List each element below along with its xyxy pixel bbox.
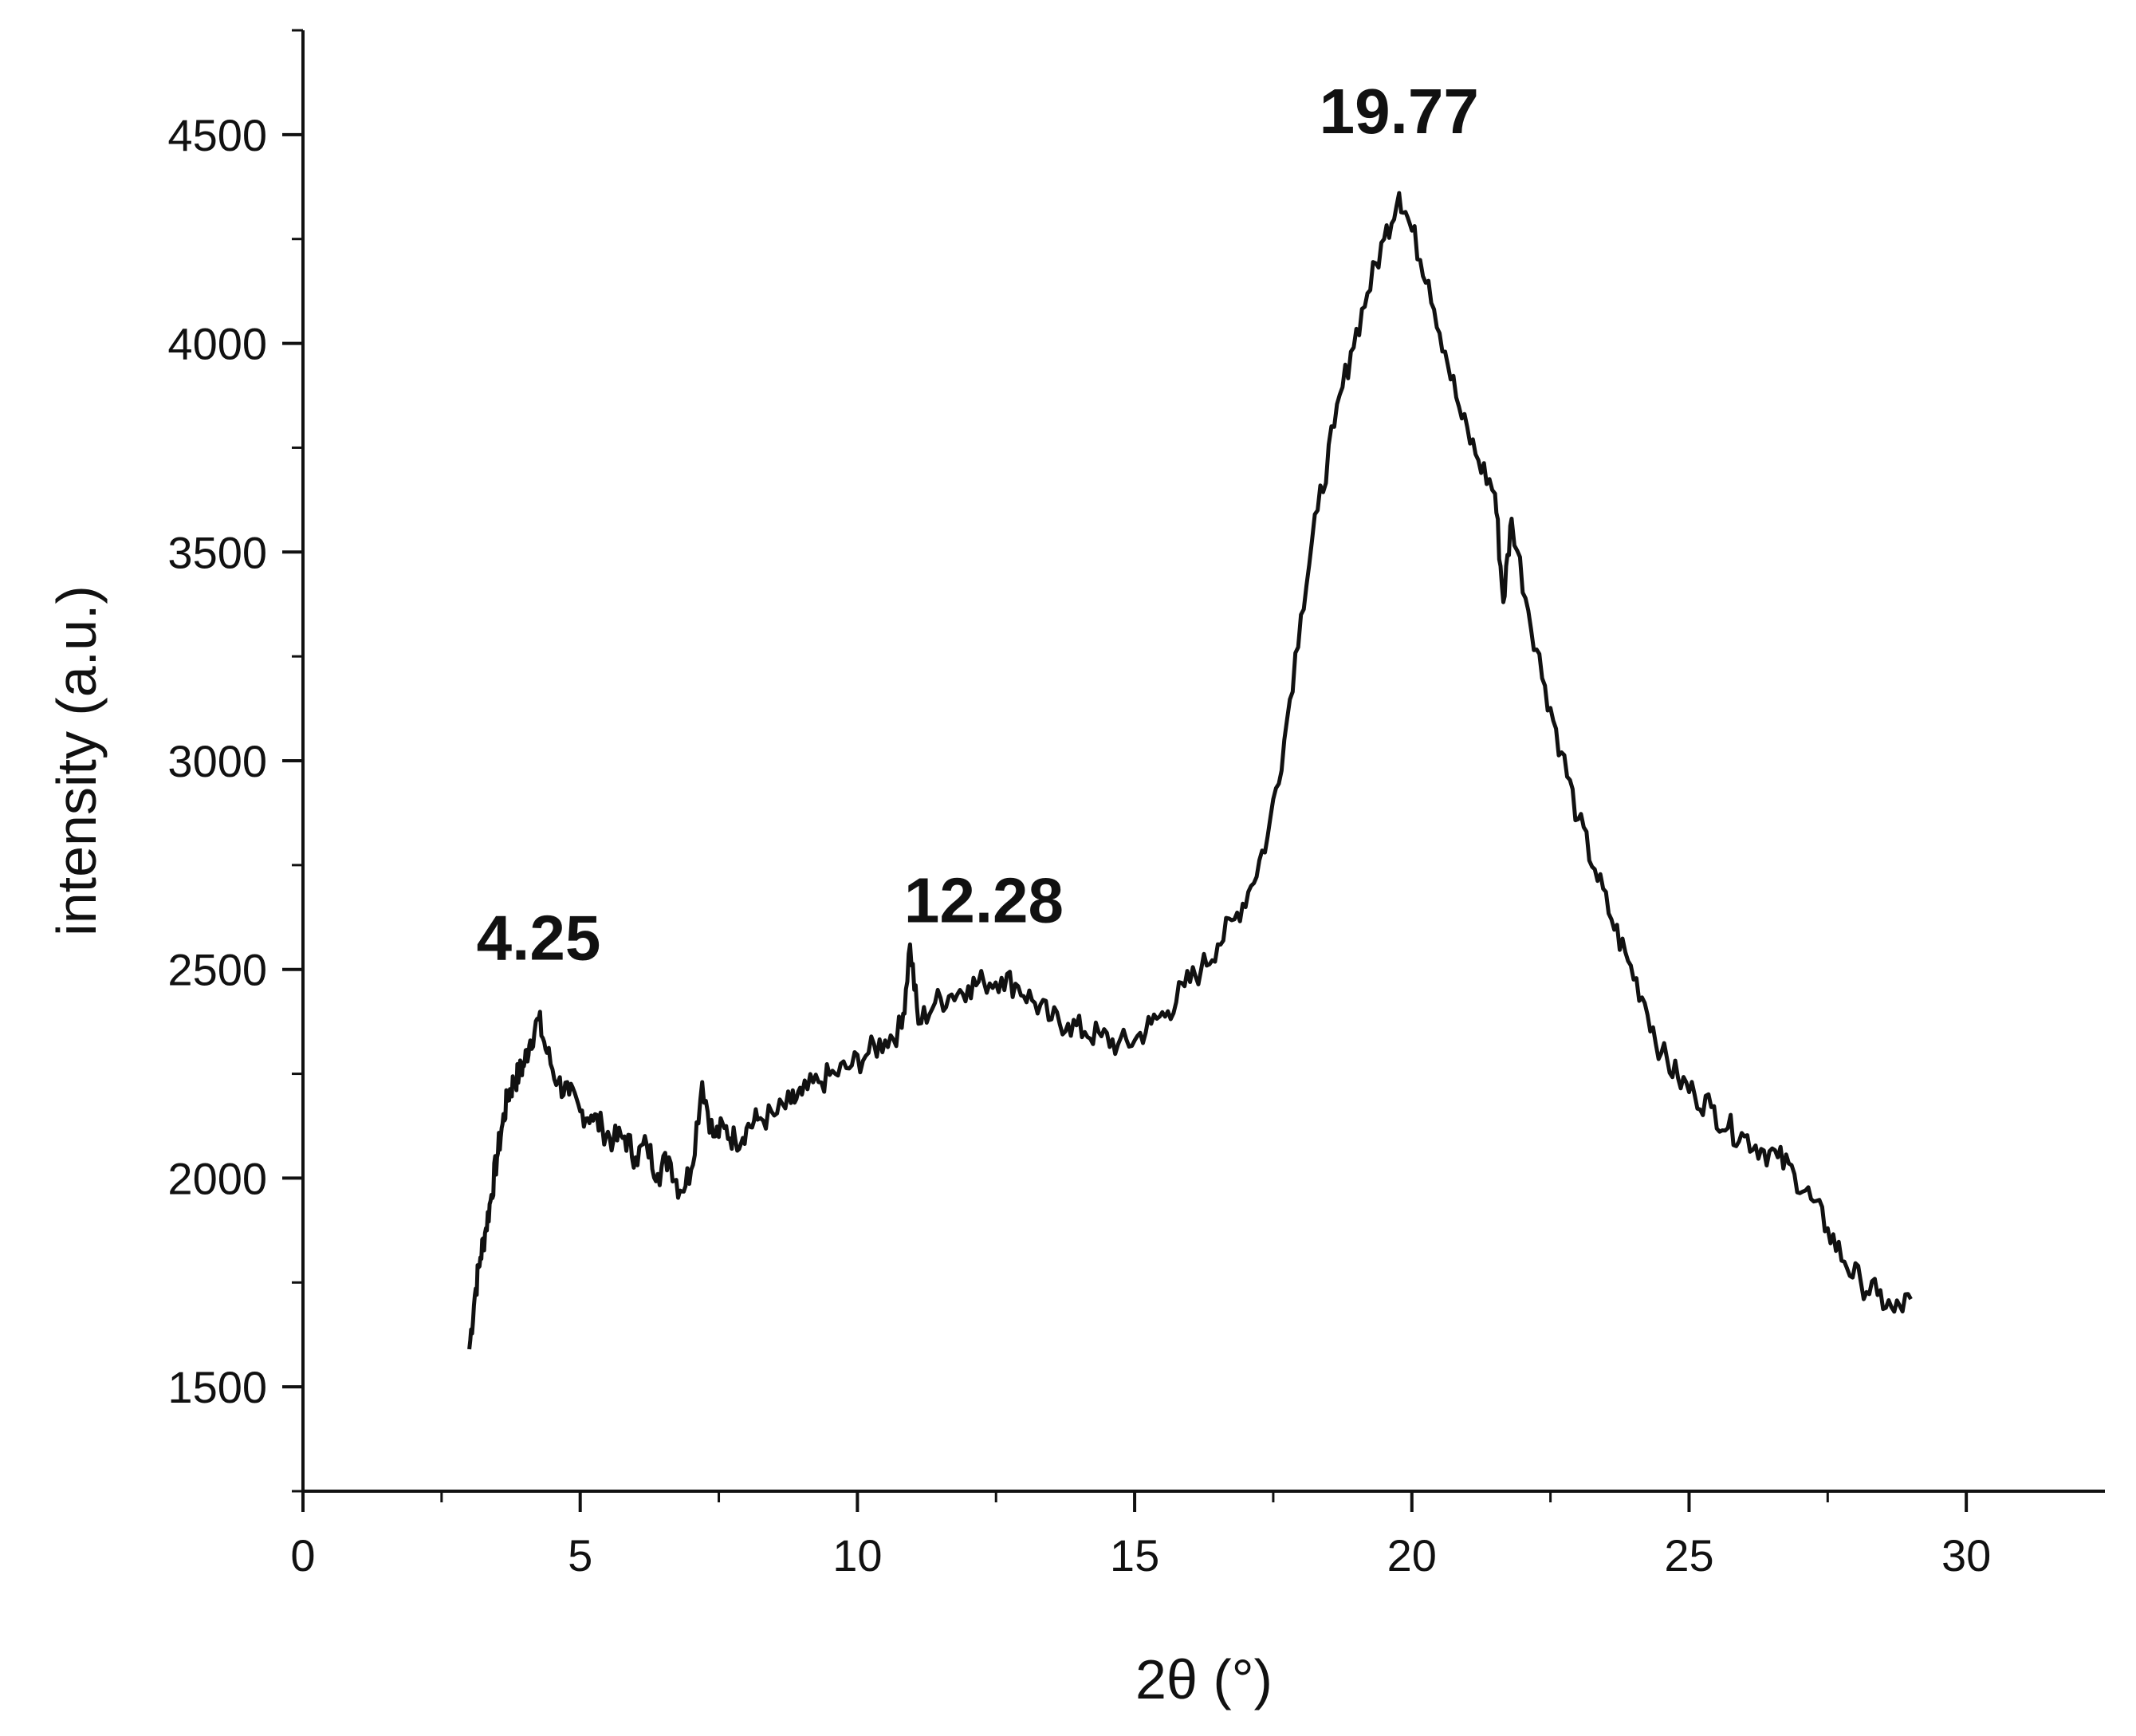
x-tick-label: 15 — [1110, 1530, 1159, 1581]
y-axis-label: intensity (a.u.) — [45, 585, 108, 936]
x-tick-label: 10 — [832, 1530, 882, 1581]
x-tick-label: 0 — [290, 1530, 315, 1581]
y-tick-label: 3000 — [167, 736, 267, 786]
x-tick-label: 30 — [1941, 1530, 1991, 1581]
peak-annotation: 4.25 — [477, 903, 601, 974]
x-tick-label: 25 — [1664, 1530, 1713, 1581]
ticks — [282, 29, 1969, 1512]
y-tick-label: 2500 — [167, 945, 267, 995]
y-tick-labels: 1500 2000 2500 3000 3500 4000 4500 — [167, 110, 267, 1412]
y-tick-label: 3500 — [167, 527, 267, 577]
x-axis-label: 2θ (°) — [1135, 1648, 1273, 1710]
peak-annotations: 4.25 12.28 19.77 — [477, 76, 1479, 973]
peak-annotation: 19.77 — [1320, 76, 1479, 147]
x-tick-label: 20 — [1387, 1530, 1437, 1581]
y-tick-label: 4000 — [167, 319, 267, 369]
y-tick-label: 2000 — [167, 1153, 267, 1203]
series-group — [467, 191, 1913, 1350]
y-tick-label: 1500 — [167, 1362, 267, 1412]
y-tick-label: 4500 — [167, 110, 267, 160]
axes — [301, 30, 2105, 1493]
peak-annotation: 12.28 — [904, 864, 1064, 935]
x-tick-labels: 0 5 10 15 20 25 30 — [290, 1530, 1991, 1581]
xrd-series-line — [467, 191, 1913, 1350]
x-tick-label: 5 — [568, 1530, 592, 1581]
